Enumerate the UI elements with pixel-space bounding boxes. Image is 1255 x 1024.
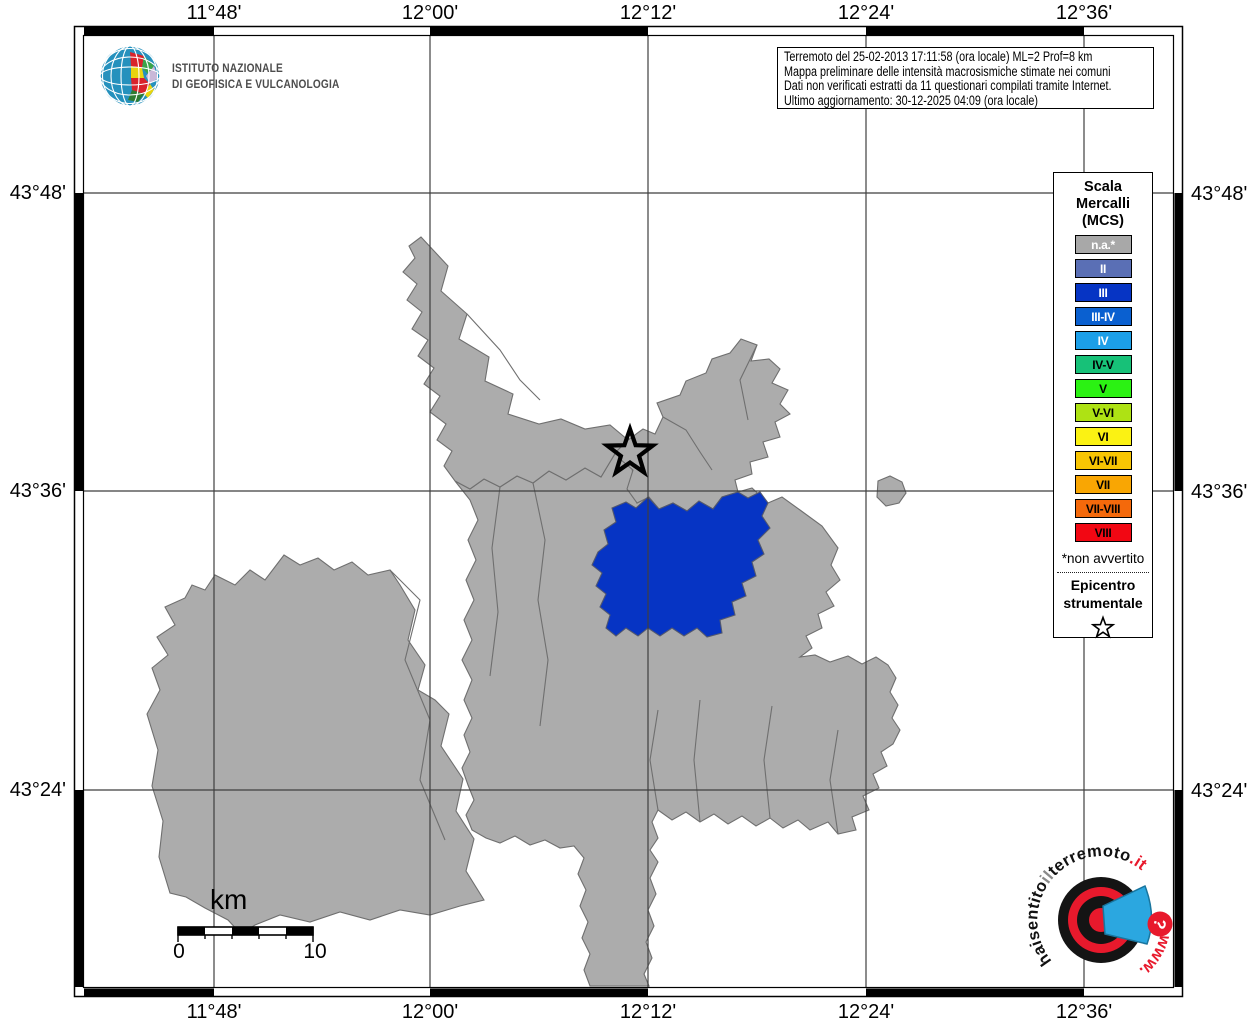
legend-swatch-vii: VII [1074, 475, 1132, 495]
lon-label-top-2: 12°12' [619, 2, 677, 24]
lat-label-right-0: 43°48' [1191, 183, 1248, 205]
scale-bar [177, 926, 314, 942]
lat-label-right-2: 43°24' [1191, 780, 1248, 802]
coordinate-grid [84, 36, 1173, 987]
lat-label-right-1: 43°36' [1191, 481, 1248, 503]
lon-label-top-1: 12°00' [401, 2, 459, 24]
municipal-borders [389, 313, 839, 841]
legend-title-line1: Scala [1084, 179, 1122, 195]
epicenter-star-icon [601, 422, 659, 478]
legend-swatch-na: n.a.* [1074, 235, 1132, 255]
legend-title-line2: Mercalli [1076, 196, 1130, 213]
lat-label-left-1: 43°36' [9, 480, 66, 502]
legend-swatch-viii: VIII [1074, 523, 1132, 543]
frame-border-bars [75, 27, 1183, 997]
legend-epicenter-label-1: Epicentro [1070, 577, 1136, 594]
legend-swatch-iii: III [1074, 283, 1132, 303]
info-line-data-note: Dati non verificati estratti da 11 quest… [784, 78, 1112, 93]
legend-swatch-iv: IV [1074, 331, 1132, 351]
lon-label-bottom-3: 12°24' [837, 1001, 895, 1023]
earthquake-info-box: Terremoto del 25-02-2013 17:11:58 (ora l… [777, 47, 1154, 109]
intensity-legend: Scala Mercalli (MCS) n.a.* II III III-IV… [1053, 172, 1153, 639]
felt-region-intensity-III [591, 491, 771, 638]
scale-bar-end-label: 10 [303, 940, 327, 963]
lon-label-top-4: 12°36' [1055, 2, 1113, 24]
info-line-map-type: Mappa preliminare delle intensità macros… [784, 63, 1111, 79]
lon-label-bottom-1: 12°00' [401, 1001, 459, 1023]
lat-label-left-2: 43°24' [9, 779, 66, 801]
info-line-event: Terremoto del 25-02-2013 17:11:58 (ora l… [784, 49, 1093, 64]
scale-bar-start-label: 0 [173, 940, 185, 963]
legend-swatch-iii-iv: III-IV [1074, 307, 1132, 327]
region-west [146, 554, 485, 935]
ingv-logo-line1: ISTITUTO NAZIONALE [172, 63, 283, 75]
legend-epicenter-label-2: strumentale [1063, 594, 1143, 611]
ingv-logo: ISTITUTO NAZIONALE DI GEOFISICA E VULCAN… [98, 44, 362, 108]
map-frame [73, 25, 1184, 998]
region-ne-peninsula [615, 338, 791, 512]
info-line-updated: Ultimo aggiornamento: 30-12-2025 04:09 (… [784, 92, 1038, 108]
legend-star-icon [1090, 615, 1116, 639]
lon-label-top-0: 11°48' [186, 2, 242, 24]
lon-label-bottom-4: 12°36' [1055, 1001, 1113, 1023]
legend-swatch-v-vi: V-VI [1074, 403, 1132, 423]
region-north [402, 236, 629, 490]
legend-footnote: *non avvertito [1061, 551, 1145, 567]
legend-title: Scala Mercalli (MCS) [1054, 179, 1152, 230]
lon-label-bottom-2: 12°12' [619, 1001, 677, 1023]
legend-swatch-iv-v: IV-V [1074, 355, 1132, 375]
scale-bar-unit: km [210, 884, 248, 915]
ingv-logo-line2: DI GEOFISICA E VULCANOLOGIA [172, 79, 340, 92]
legend-title-line3: (MCS) [1082, 213, 1124, 230]
legend-swatch-ii: II [1074, 259, 1132, 279]
lon-label-top-3: 12°24' [837, 2, 895, 24]
haisentitoilterremoto-logo: ? haisentitoilterremoto.it www. [1023, 842, 1174, 980]
question-mark-icon: ? [1147, 911, 1173, 937]
ingv-globe-icon [99, 45, 161, 107]
legend-divider [1057, 572, 1149, 574]
lat-label-left-0: 43°48' [9, 182, 66, 204]
legend-swatch-vi: VI [1074, 427, 1132, 447]
legend-swatch-v: V [1074, 379, 1132, 399]
legend-swatch-vi-vii: VI-VII [1074, 451, 1132, 471]
lon-label-bottom-0: 11°48' [186, 1001, 242, 1023]
land-regions [146, 236, 907, 987]
legend-swatch-vii-viii: VII-VIII [1074, 499, 1132, 519]
ingv-logo-text: ISTITUTO NAZIONALE DI GEOFISICA E VULCAN… [172, 61, 339, 93]
svg-text:?: ? [1149, 916, 1170, 931]
